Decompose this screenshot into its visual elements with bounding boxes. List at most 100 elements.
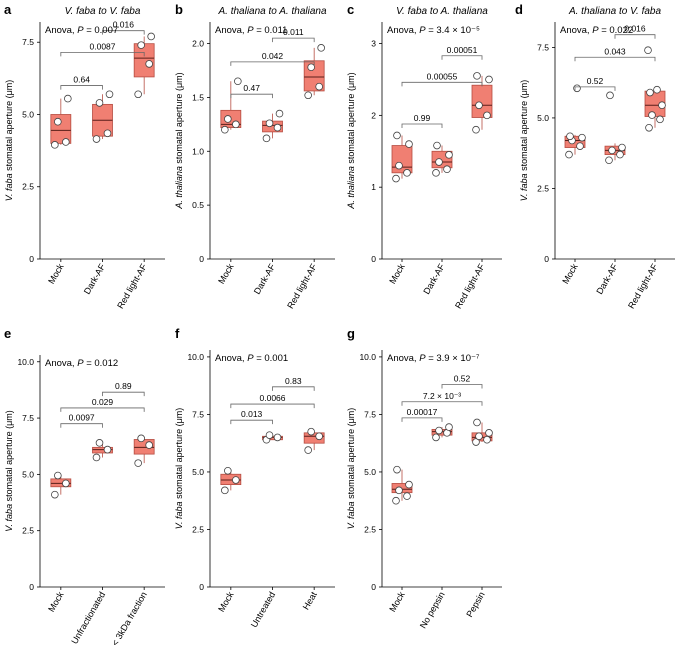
data-point <box>265 431 274 439</box>
data-point <box>134 459 142 467</box>
comparison-bracket <box>401 81 483 87</box>
panel-title: V. faba to A. thaliana <box>396 6 488 17</box>
comparison-bracket <box>230 403 315 409</box>
data-point <box>475 432 483 441</box>
anova-label: Anova, P = 3.9 × 10⁻⁷ <box>387 353 480 364</box>
data-point <box>137 41 145 49</box>
data-point <box>395 486 403 495</box>
data-point <box>137 434 145 443</box>
data-point <box>95 439 104 447</box>
comparison-bracket <box>60 407 145 412</box>
comparison-bracket <box>614 34 656 39</box>
data-point <box>445 151 453 159</box>
data-point <box>472 125 480 134</box>
panel-g: g 0 2.5 5.0 7.5 10.0 V. faba stomatal aperture… <box>346 326 502 630</box>
p-value-label: 0.0097 <box>69 413 95 423</box>
data-point <box>51 490 59 499</box>
y-tick-label: 2.5 <box>22 526 34 536</box>
y-tick-label: 0 <box>29 582 34 592</box>
data-point <box>432 169 440 177</box>
data-point <box>473 72 481 80</box>
comparison-bracket <box>102 391 145 397</box>
comparison-bracket <box>441 384 483 389</box>
p-value-label: 0.029 <box>92 397 114 407</box>
data-point <box>445 423 453 431</box>
y-axis-label: V. faba stomatal aperture (μm) <box>519 80 529 202</box>
y-tick-label: 0.5 <box>192 200 204 210</box>
y-tick-label: 0 <box>371 582 376 592</box>
data-point <box>317 44 325 52</box>
y-tick-label: 2.5 <box>537 183 549 193</box>
panel-f: f 0 2.5 5.0 7.5 10.0 V. faba stomatal aperture… <box>174 326 335 629</box>
comparison-bracket <box>401 123 443 128</box>
data-point <box>145 60 153 68</box>
data-point <box>232 120 240 129</box>
comparison-bracket <box>102 30 145 35</box>
panel-title: A. thaliana to V. faba <box>568 6 662 17</box>
data-point <box>315 432 323 441</box>
x-tick-label: Mock <box>387 262 407 286</box>
p-value-label: 0.52 <box>587 76 604 86</box>
data-point <box>315 82 323 91</box>
comparison-bracket <box>401 417 443 422</box>
comparison-bracket <box>230 93 273 99</box>
data-point <box>605 156 613 165</box>
data-point <box>472 438 480 446</box>
data-point <box>54 117 62 126</box>
data-point <box>103 445 112 454</box>
comparison-bracket <box>401 401 483 406</box>
y-tick-label: 10.0 <box>187 352 204 362</box>
data-point <box>273 123 282 132</box>
data-point <box>648 111 656 119</box>
anova-label: Anova, P = 0.001 <box>215 353 288 364</box>
x-tick-label: Red light-AF <box>115 262 149 311</box>
x-tick-label: Dark-AF <box>82 262 108 296</box>
data-point <box>275 109 284 118</box>
data-point <box>644 46 652 55</box>
data-point <box>405 480 413 489</box>
y-tick-label: 10.0 <box>359 352 376 362</box>
anova-label: Anova, P = 0.022 <box>560 25 633 36</box>
p-value-label: 0.016 <box>113 20 135 30</box>
panel-letter: c <box>347 2 354 17</box>
data-point <box>103 129 112 138</box>
comparison-bracket <box>60 85 103 90</box>
data-point <box>147 32 155 41</box>
x-tick-label: Mock <box>46 590 66 614</box>
y-tick-label: 2.0 <box>192 39 204 49</box>
data-point <box>645 124 653 132</box>
y-tick-label: 7.5 <box>364 409 376 419</box>
x-tick-label: Unfractionated <box>69 590 107 646</box>
y-tick-label: 1.0 <box>192 146 204 156</box>
panel-a: a V. faba to V. faba 0 2.5 5.0 7.5 V. faba sto… <box>4 2 165 310</box>
data-point <box>232 476 240 484</box>
panel-letter: e <box>4 326 11 341</box>
y-tick-label: 0 <box>544 254 549 264</box>
data-point <box>576 142 584 150</box>
data-point <box>92 135 101 143</box>
data-point <box>145 441 153 449</box>
panel-d: d A. thaliana to V. faba 0 2.5 5.0 7.5 V. faba… <box>515 2 675 310</box>
box <box>220 473 242 486</box>
y-tick-label: 0 <box>199 582 204 592</box>
data-point <box>224 115 232 123</box>
x-tick-label: Mock <box>387 590 407 614</box>
data-point <box>405 140 413 148</box>
data-point <box>608 146 616 155</box>
y-tick-label: 5.0 <box>192 467 204 477</box>
y-tick-label: 3 <box>371 39 376 49</box>
panel-title: A. thaliana to A. thaliana <box>217 6 326 17</box>
y-axis-label: A. thaliana stomatal aperture (μm) <box>174 72 184 209</box>
box <box>391 145 413 174</box>
data-point <box>485 429 493 437</box>
x-tick-label: Dark-AF <box>252 262 278 296</box>
p-value-label: 0.99 <box>414 113 431 123</box>
comparison-bracket <box>60 51 145 57</box>
y-tick-label: 0 <box>29 254 34 264</box>
y-tick-label: 0 <box>199 254 204 264</box>
y-tick-label: 1 <box>371 182 376 192</box>
x-tick-label: Dark-AF <box>421 262 447 296</box>
x-tick-label: Mock <box>216 262 236 286</box>
x-tick-label: Mock <box>216 590 236 614</box>
anova-label: Anova, P = 0.012 <box>45 358 118 369</box>
